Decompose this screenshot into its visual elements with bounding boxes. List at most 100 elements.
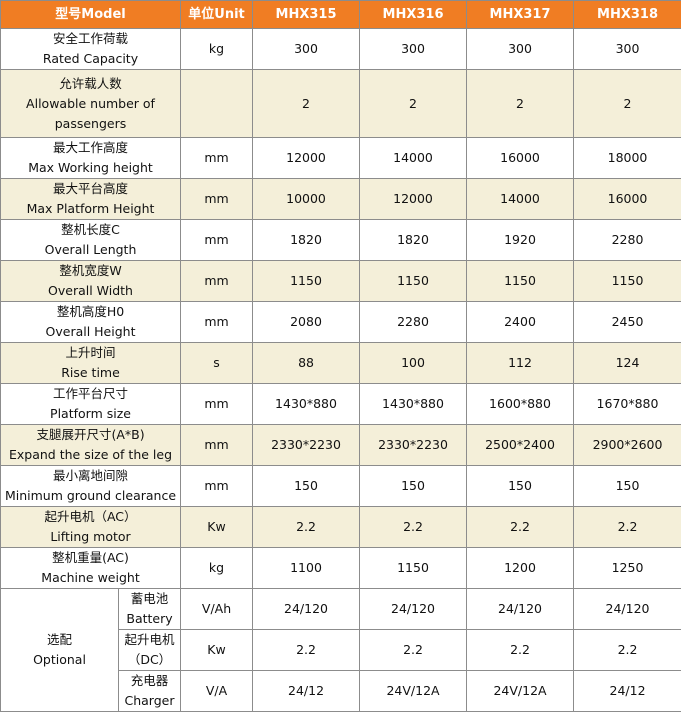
- row-value: 2080: [253, 302, 360, 343]
- row-value: 150: [360, 466, 467, 507]
- row-label-cn: 最大工作高度: [1, 138, 180, 158]
- row-label-cn: 整机重量(AC): [1, 548, 180, 568]
- row-value: 2: [467, 70, 574, 138]
- row-value: 1200: [467, 548, 574, 589]
- row-value: 112: [467, 343, 574, 384]
- table-row: 支腿展开尺寸(A*B)Expand the size of the leg mm…: [1, 425, 681, 466]
- row-unit: mm: [181, 384, 253, 425]
- row-value: 2400: [467, 302, 574, 343]
- row-label-cn: 起升电机: [119, 630, 180, 650]
- row-label: 起升电机（DC）: [119, 630, 181, 671]
- row-value: 300: [360, 29, 467, 70]
- table-row: 整机重量(AC)Machine weight kg 1100 1150 1200…: [1, 548, 681, 589]
- row-value: 88: [253, 343, 360, 384]
- header-row: 型号Model 单位Unit MHX315 MHX316 MHX317 MHX3…: [1, 1, 681, 29]
- row-label-en: Overall Length: [1, 240, 180, 260]
- row-label-en: Platform size: [1, 404, 180, 424]
- row-label-en: Allowable number of: [1, 94, 180, 114]
- row-value: 24/120: [574, 589, 681, 630]
- row-label-en: Overall Width: [1, 281, 180, 301]
- row-label-cn: 整机宽度W: [1, 261, 180, 281]
- header-model-2: MHX316: [360, 1, 467, 29]
- row-label-cn: 整机高度H0: [1, 302, 180, 322]
- header-model-4: MHX318: [574, 1, 681, 29]
- row-value: 2900*2600: [574, 425, 681, 466]
- row-value: 2280: [574, 220, 681, 261]
- row-label-en: Rise time: [1, 363, 180, 383]
- row-value: 2.2: [467, 507, 574, 548]
- row-label-en: Max Working height: [1, 158, 180, 178]
- row-value: 24/120: [467, 589, 574, 630]
- row-label-cn: 安全工作荷载: [1, 29, 180, 49]
- row-value: 2330*2230: [253, 425, 360, 466]
- row-label-cn: 蓄电池: [119, 589, 180, 609]
- row-value: 24/120: [253, 589, 360, 630]
- row-unit: mm: [181, 466, 253, 507]
- row-value: 24/12: [574, 671, 681, 712]
- row-value: 18000: [574, 138, 681, 179]
- row-label-en: Max Platform Height: [1, 199, 180, 219]
- row-value: 2.2: [253, 630, 360, 671]
- row-label-en2: passengers: [1, 114, 180, 134]
- row-unit: [181, 70, 253, 138]
- row-value: 1600*880: [467, 384, 574, 425]
- row-value: 1670*880: [574, 384, 681, 425]
- row-value: 1820: [360, 220, 467, 261]
- row-value: 300: [253, 29, 360, 70]
- row-unit: kg: [181, 29, 253, 70]
- header-model-3: MHX317: [467, 1, 574, 29]
- row-value: 300: [467, 29, 574, 70]
- row-unit: s: [181, 343, 253, 384]
- row-unit: mm: [181, 261, 253, 302]
- row-value: 1250: [574, 548, 681, 589]
- row-value: 12000: [360, 179, 467, 220]
- row-label: 支腿展开尺寸(A*B)Expand the size of the leg: [1, 425, 181, 466]
- row-value: 1430*880: [360, 384, 467, 425]
- header-model: 型号Model: [1, 1, 181, 29]
- header-model-1: MHX315: [253, 1, 360, 29]
- row-value: 10000: [253, 179, 360, 220]
- row-value: 2: [360, 70, 467, 138]
- row-label-cn: 最小离地间隙: [1, 466, 180, 486]
- row-unit: mm: [181, 138, 253, 179]
- row-unit: mm: [181, 220, 253, 261]
- header-unit: 单位Unit: [181, 1, 253, 29]
- optional-label-cn: 选配: [1, 630, 118, 650]
- row-value: 150: [253, 466, 360, 507]
- row-label-cn: 工作平台尺寸: [1, 384, 180, 404]
- row-value: 1920: [467, 220, 574, 261]
- row-unit: V/A: [181, 671, 253, 712]
- row-value: 150: [574, 466, 681, 507]
- row-value: 24V/12A: [467, 671, 574, 712]
- row-value: 100: [360, 343, 467, 384]
- row-label-cn: 允许载人数: [1, 74, 180, 94]
- row-value: 24/12: [253, 671, 360, 712]
- row-label-cn: 最大平台高度: [1, 179, 180, 199]
- row-label-en: Minimum ground clearance: [1, 486, 180, 506]
- row-unit: Kw: [181, 630, 253, 671]
- row-value: 1150: [360, 548, 467, 589]
- row-value: 2330*2230: [360, 425, 467, 466]
- row-unit: V/Ah: [181, 589, 253, 630]
- row-unit: Kw: [181, 507, 253, 548]
- row-label-cn: 支腿展开尺寸(A*B): [1, 425, 180, 445]
- row-label-cn: 充电器: [119, 671, 180, 691]
- table-row: 起升电机（AC）Lifting motor Kw 2.2 2.2 2.2 2.2: [1, 507, 681, 548]
